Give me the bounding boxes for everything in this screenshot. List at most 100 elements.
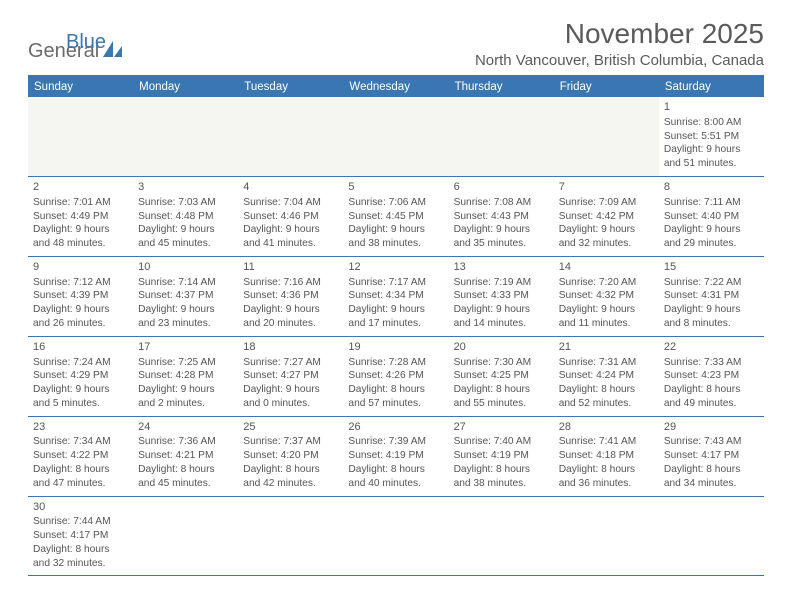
day-sunset: Sunset: 4:28 PM <box>138 369 233 383</box>
week-row: 30Sunrise: 7:44 AMSunset: 4:17 PMDayligh… <box>28 496 764 576</box>
day-day2: and 36 minutes. <box>559 477 654 491</box>
day-number: 21 <box>559 340 654 355</box>
day-cell: 14Sunrise: 7:20 AMSunset: 4:32 PMDayligh… <box>554 256 659 336</box>
day-number: 7 <box>559 180 654 195</box>
day-sunrise: Sunrise: 7:12 AM <box>33 276 128 290</box>
day-sunset: Sunset: 4:17 PM <box>33 529 128 543</box>
weekday-tuesday: Tuesday <box>238 76 343 97</box>
day-sunrise: Sunrise: 7:04 AM <box>243 196 338 210</box>
day-sunrise: Sunrise: 8:00 AM <box>664 116 759 130</box>
day-day2: and 0 minutes. <box>243 397 338 411</box>
day-number: 10 <box>138 260 233 275</box>
day-sunset: Sunset: 4:21 PM <box>138 449 233 463</box>
day-day2: and 23 minutes. <box>138 317 233 331</box>
day-cell: 25Sunrise: 7:37 AMSunset: 4:20 PMDayligh… <box>238 416 343 496</box>
day-sunset: Sunset: 4:37 PM <box>138 289 233 303</box>
day-cell: 10Sunrise: 7:14 AMSunset: 4:37 PMDayligh… <box>133 256 238 336</box>
day-sunset: Sunset: 4:45 PM <box>348 210 443 224</box>
day-day2: and 41 minutes. <box>243 237 338 251</box>
week-row: 9Sunrise: 7:12 AMSunset: 4:39 PMDaylight… <box>28 256 764 336</box>
day-day1: Daylight: 9 hours <box>243 383 338 397</box>
empty-cell <box>554 97 659 176</box>
day-day2: and 32 minutes. <box>33 557 128 571</box>
day-sunset: Sunset: 4:34 PM <box>348 289 443 303</box>
day-sunset: Sunset: 4:36 PM <box>243 289 338 303</box>
empty-cell <box>133 496 238 576</box>
day-number: 14 <box>559 260 654 275</box>
day-number: 9 <box>33 260 128 275</box>
day-cell: 28Sunrise: 7:41 AMSunset: 4:18 PMDayligh… <box>554 416 659 496</box>
day-sunset: Sunset: 4:42 PM <box>559 210 654 224</box>
day-cell: 12Sunrise: 7:17 AMSunset: 4:34 PMDayligh… <box>343 256 448 336</box>
day-day2: and 40 minutes. <box>348 477 443 491</box>
day-sunset: Sunset: 4:19 PM <box>454 449 549 463</box>
day-sunset: Sunset: 4:32 PM <box>559 289 654 303</box>
day-sunrise: Sunrise: 7:33 AM <box>664 356 759 370</box>
day-cell: 26Sunrise: 7:39 AMSunset: 4:19 PMDayligh… <box>343 416 448 496</box>
day-day2: and 35 minutes. <box>454 237 549 251</box>
day-sunset: Sunset: 4:48 PM <box>138 210 233 224</box>
day-cell: 27Sunrise: 7:40 AMSunset: 4:19 PMDayligh… <box>449 416 554 496</box>
day-day1: Daylight: 9 hours <box>243 303 338 317</box>
day-sunrise: Sunrise: 7:17 AM <box>348 276 443 290</box>
weekday-sunday: Sunday <box>28 76 133 97</box>
day-sunset: Sunset: 4:40 PM <box>664 210 759 224</box>
day-day1: Daylight: 9 hours <box>33 223 128 237</box>
day-number: 4 <box>243 180 338 195</box>
day-sunrise: Sunrise: 7:20 AM <box>559 276 654 290</box>
day-sunset: Sunset: 4:29 PM <box>33 369 128 383</box>
day-day1: Daylight: 9 hours <box>664 143 759 157</box>
day-cell: 30Sunrise: 7:44 AMSunset: 4:17 PMDayligh… <box>28 496 133 576</box>
day-number: 29 <box>664 420 759 435</box>
day-sunset: Sunset: 4:25 PM <box>454 369 549 383</box>
day-cell: 24Sunrise: 7:36 AMSunset: 4:21 PMDayligh… <box>133 416 238 496</box>
day-sunset: Sunset: 4:43 PM <box>454 210 549 224</box>
day-number: 3 <box>138 180 233 195</box>
day-cell: 2Sunrise: 7:01 AMSunset: 4:49 PMDaylight… <box>28 176 133 256</box>
day-day1: Daylight: 9 hours <box>454 223 549 237</box>
weekday-header-row: Sunday Monday Tuesday Wednesday Thursday… <box>28 76 764 97</box>
logo-text-blue: Blue <box>66 31 106 54</box>
day-cell: 9Sunrise: 7:12 AMSunset: 4:39 PMDaylight… <box>28 256 133 336</box>
day-number: 16 <box>33 340 128 355</box>
day-sunrise: Sunrise: 7:19 AM <box>454 276 549 290</box>
day-sunset: Sunset: 4:18 PM <box>559 449 654 463</box>
day-day2: and 11 minutes. <box>559 317 654 331</box>
day-day1: Daylight: 8 hours <box>138 463 233 477</box>
empty-cell <box>449 496 554 576</box>
day-day1: Daylight: 9 hours <box>138 303 233 317</box>
empty-cell <box>343 97 448 176</box>
weekday-friday: Friday <box>554 76 659 97</box>
day-day1: Daylight: 8 hours <box>454 383 549 397</box>
day-sunset: Sunset: 4:33 PM <box>454 289 549 303</box>
day-cell: 15Sunrise: 7:22 AMSunset: 4:31 PMDayligh… <box>659 256 764 336</box>
day-cell: 21Sunrise: 7:31 AMSunset: 4:24 PMDayligh… <box>554 336 659 416</box>
day-day1: Daylight: 8 hours <box>664 463 759 477</box>
day-day2: and 20 minutes. <box>243 317 338 331</box>
day-day1: Daylight: 8 hours <box>33 463 128 477</box>
week-row: 2Sunrise: 7:01 AMSunset: 4:49 PMDaylight… <box>28 176 764 256</box>
day-cell: 19Sunrise: 7:28 AMSunset: 4:26 PMDayligh… <box>343 336 448 416</box>
day-sunset: Sunset: 4:23 PM <box>664 369 759 383</box>
day-sunrise: Sunrise: 7:28 AM <box>348 356 443 370</box>
day-sunrise: Sunrise: 7:08 AM <box>454 196 549 210</box>
day-sunrise: Sunrise: 7:06 AM <box>348 196 443 210</box>
logo-sail-icon <box>103 41 125 62</box>
day-number: 23 <box>33 420 128 435</box>
day-day1: Daylight: 8 hours <box>559 383 654 397</box>
empty-cell <box>554 496 659 576</box>
day-cell: 3Sunrise: 7:03 AMSunset: 4:48 PMDaylight… <box>133 176 238 256</box>
day-day1: Daylight: 9 hours <box>33 383 128 397</box>
weekday-thursday: Thursday <box>449 76 554 97</box>
day-day1: Daylight: 9 hours <box>138 223 233 237</box>
day-number: 5 <box>348 180 443 195</box>
weekday-monday: Monday <box>133 76 238 97</box>
calendar-table: Sunday Monday Tuesday Wednesday Thursday… <box>28 75 764 576</box>
day-number: 12 <box>348 260 443 275</box>
day-day2: and 14 minutes. <box>454 317 549 331</box>
day-sunrise: Sunrise: 7:22 AM <box>664 276 759 290</box>
day-number: 15 <box>664 260 759 275</box>
day-sunset: Sunset: 4:22 PM <box>33 449 128 463</box>
day-number: 8 <box>664 180 759 195</box>
day-number: 20 <box>454 340 549 355</box>
